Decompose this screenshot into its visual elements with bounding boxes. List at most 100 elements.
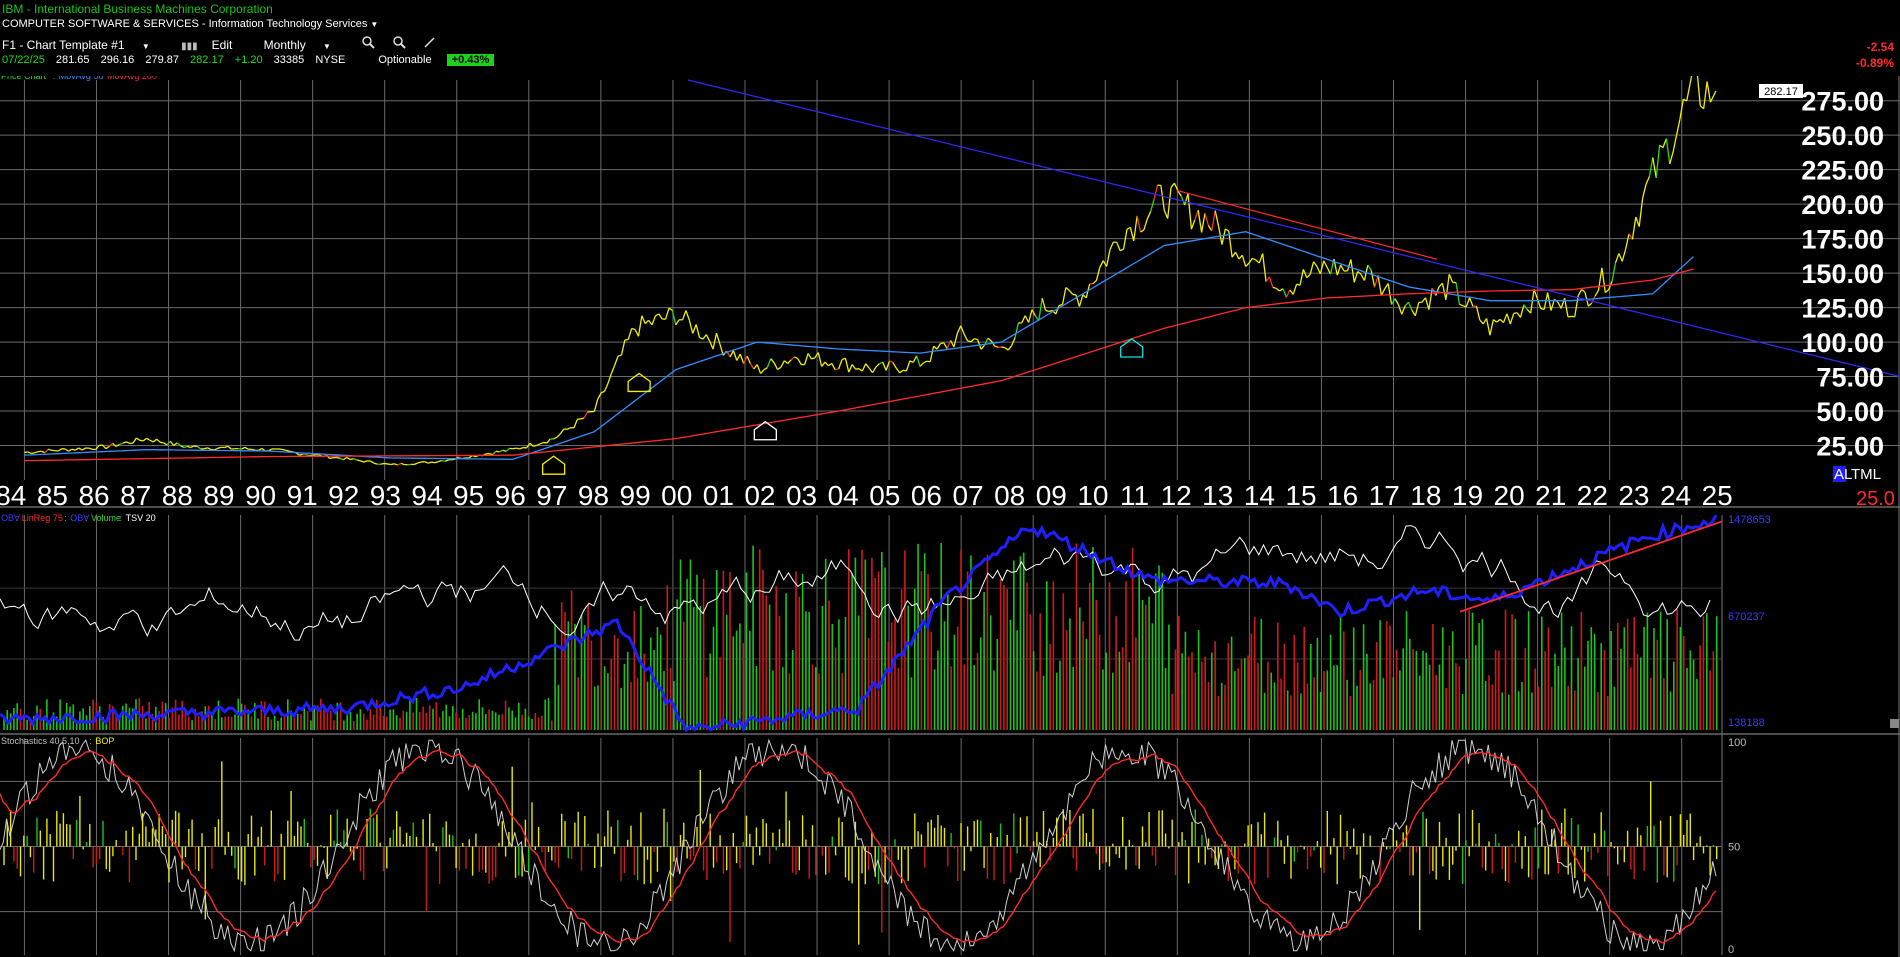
- price-segment: [1665, 138, 1671, 165]
- price-tick-label: 225.00: [1801, 156, 1884, 186]
- price-segment: [1479, 319, 1484, 325]
- price-segment: [692, 324, 697, 334]
- percent-change-badge: +0.43%: [446, 54, 495, 66]
- price-segment: [892, 362, 897, 369]
- year-label: 18: [1410, 480, 1441, 511]
- quote-low: 279.87: [145, 54, 179, 66]
- price-segment: [861, 363, 867, 372]
- stochastic-tick-label: 50: [1728, 842, 1740, 854]
- price-segment: [139, 439, 144, 442]
- year-label: 23: [1618, 480, 1649, 511]
- edit-button[interactable]: ▮▮▮ Edit: [181, 38, 246, 52]
- price-segment: [868, 367, 874, 374]
- price-segment: [556, 433, 561, 438]
- price-segment: [702, 334, 707, 340]
- price-segment: [312, 454, 317, 456]
- price-segment: [1428, 288, 1433, 310]
- year-label: 06: [911, 480, 942, 511]
- price-segment: [624, 338, 629, 341]
- price-segment: [1387, 283, 1393, 305]
- legend-sep: :: [64, 513, 67, 523]
- price-segment: [1340, 264, 1345, 272]
- period-dropdown[interactable]: Monthly ▼: [264, 38, 345, 52]
- price-segment: [387, 463, 391, 466]
- price-segment: [397, 462, 402, 466]
- price-segment: [519, 446, 524, 450]
- price-segment: [600, 390, 605, 394]
- legend-item: OBV: [70, 513, 89, 523]
- legend-sep: :: [120, 513, 123, 523]
- price-segment: [1686, 83, 1691, 102]
- price-segment: [390, 463, 395, 466]
- bar-chart-icon: ▮▮▮: [181, 41, 198, 52]
- year-label: 85: [37, 480, 68, 511]
- year-label: 86: [78, 480, 109, 511]
- legend-item: MovAvg 200: [107, 71, 157, 81]
- price-segment: [152, 438, 158, 443]
- price-tick-label: 175.00: [1801, 225, 1884, 255]
- chart-header: IBM - International Business Machines Co…: [0, 0, 1900, 76]
- price-segment: [1641, 184, 1647, 199]
- price-segment: [1045, 309, 1050, 313]
- price-segment: [593, 399, 599, 412]
- template-label: F1 - Chart Template #1: [2, 38, 125, 52]
- price-segment: [57, 448, 63, 452]
- marker-icon: [1120, 338, 1144, 358]
- sector-label[interactable]: COMPUTER SOFTWARE & SERVICES - Informati…: [2, 18, 378, 30]
- zoom-out-icon[interactable]: [392, 36, 406, 52]
- price-segment: [695, 324, 701, 338]
- price-segment: [105, 445, 110, 450]
- price-segment: [1194, 209, 1199, 221]
- price-segment: [1225, 228, 1230, 232]
- price-segment: [831, 363, 836, 371]
- price-segment: [1214, 210, 1220, 227]
- price-segment: [712, 333, 718, 350]
- price-segment: [1492, 319, 1498, 323]
- year-label: 15: [1285, 480, 1316, 511]
- price-segment: [1065, 286, 1070, 291]
- right-percent: -0.89%: [1855, 56, 1894, 70]
- price-segment: [824, 361, 829, 367]
- zoom-in-icon[interactable]: [362, 36, 376, 52]
- price-segment: [1499, 318, 1504, 324]
- price-segment: [664, 307, 670, 320]
- legend-item: LinReg 75: [22, 513, 63, 523]
- price-segment: [41, 450, 46, 454]
- price-segment: [88, 447, 93, 450]
- price-segment: [967, 340, 972, 343]
- price-segment: [64, 448, 69, 452]
- template-dropdown[interactable]: F1 - Chart Template #1 ▼: [2, 38, 164, 52]
- price-segment: [176, 442, 181, 447]
- price-segment: [1350, 259, 1355, 283]
- price-segment: [583, 411, 589, 419]
- year-label: 07: [952, 480, 983, 511]
- price-segment: [539, 441, 544, 445]
- price-segment: [637, 315, 643, 337]
- price-tick-label: 100.00: [1801, 328, 1884, 358]
- price-segment: [1275, 287, 1281, 292]
- price-segment: [207, 447, 212, 451]
- price-segment: [1027, 309, 1033, 323]
- price-segment: [24, 451, 28, 454]
- price-segment: [1591, 295, 1596, 304]
- legend-sep: :: [89, 736, 92, 746]
- symbol-title[interactable]: IBM - International Business Machines Co…: [2, 2, 273, 16]
- linreg-line: [1459, 520, 1723, 613]
- price-segment: [949, 340, 955, 348]
- year-label: 87: [120, 480, 151, 511]
- draw-line-icon[interactable]: [423, 36, 436, 52]
- year-label: 94: [411, 480, 442, 511]
- price-segment: [1170, 182, 1175, 188]
- price-segment: [994, 345, 999, 348]
- price-segment: [1021, 315, 1026, 324]
- price-segment: [1353, 271, 1359, 283]
- price-segment: [1258, 253, 1264, 264]
- price-segment: [146, 437, 151, 441]
- price-segment: [68, 448, 73, 452]
- price-segment: [1248, 257, 1254, 264]
- last-price-label: 282.17: [1764, 86, 1798, 98]
- price-segment: [634, 329, 640, 337]
- price-segment: [644, 319, 650, 325]
- price-segment: [807, 353, 813, 360]
